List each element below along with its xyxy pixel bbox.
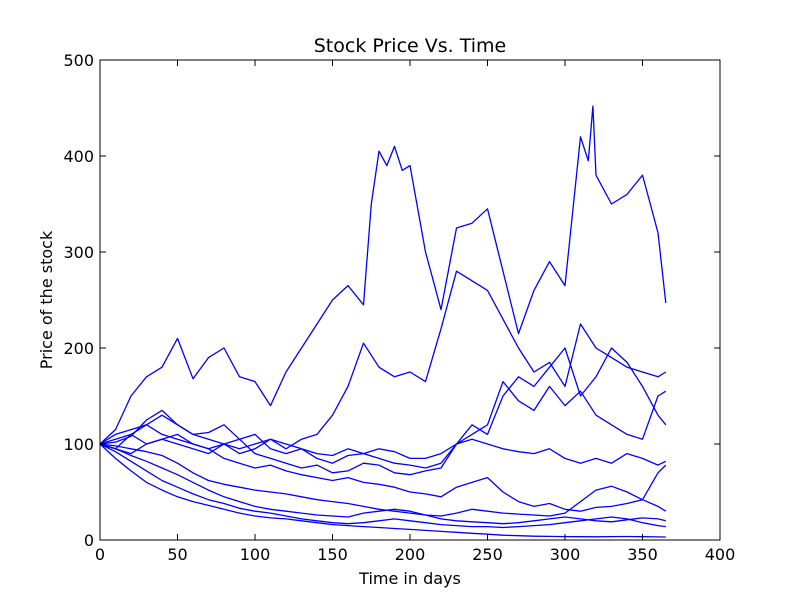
x-tick-label: 150 <box>317 545 348 564</box>
y-tick-label: 300 <box>63 243 94 262</box>
series-line-10 <box>99 443 666 538</box>
y-tick-label: 500 <box>63 51 94 70</box>
series-layer <box>99 105 667 538</box>
series-line-1 <box>99 105 667 445</box>
ticks-layer: 0 50 100 150 200 250 300 350 400 0 100 200 300 400 500 <box>63 51 735 564</box>
y-tick-label: 400 <box>63 147 94 166</box>
series-line-2 <box>99 270 667 450</box>
series-line-5 <box>99 409 667 476</box>
chart-title: Stock Price Vs. Time <box>314 35 507 57</box>
series-line-8 <box>99 443 666 525</box>
x-tick-label: 300 <box>550 545 581 564</box>
x-tick-label: 250 <box>472 545 503 564</box>
x-tick-label: 100 <box>240 545 271 564</box>
x-tick-label: 350 <box>627 545 658 564</box>
series-line-9 <box>99 443 666 529</box>
y-axis-label: Price of the stock <box>37 230 56 369</box>
series-line-3 <box>99 347 667 464</box>
x-tick-label: 0 <box>95 545 105 564</box>
y-tick-label: 200 <box>63 339 94 358</box>
x-tick-label: 200 <box>395 545 426 564</box>
x-axis-label: Time in days <box>358 569 461 588</box>
series-line-6 <box>99 433 667 512</box>
y-tick-label: 100 <box>63 435 94 454</box>
x-tick-label: 50 <box>167 545 187 564</box>
y-tick-label: 0 <box>84 531 94 550</box>
x-tick-label: 400 <box>705 545 736 564</box>
